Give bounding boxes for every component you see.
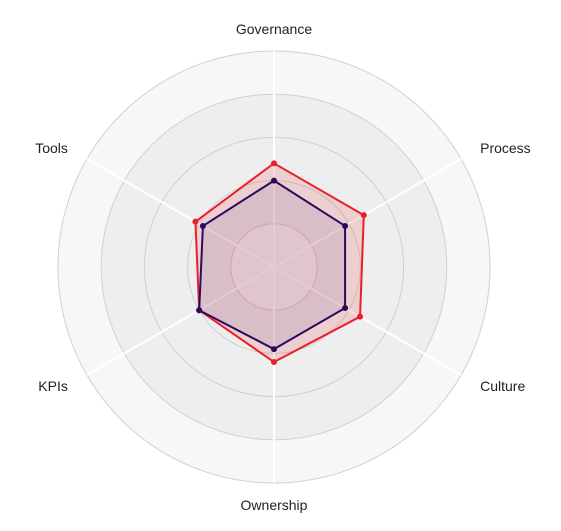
axis-label-governance: Governance [236,21,312,37]
axis-label-tools: Tools [35,140,68,156]
axis-label-process: Process [480,140,531,156]
axis-label-culture: Culture [480,378,525,394]
series-0-point-governance [271,160,277,167]
series-1-point-ownership [271,346,277,353]
series-1 [196,177,349,353]
radar-grid-spokes [86,51,462,483]
series-1-point-kpis [196,307,203,314]
series-0 [192,160,367,366]
series-0-point-ownership [271,359,277,366]
series-1-point-governance [271,177,277,184]
series-0-point-tools [192,218,199,225]
series-1-point-tools [199,222,206,229]
series-1-point-culture [342,305,349,312]
radar-axis-labels: Governance Process Culture Ownership KPIs Too… [35,21,530,513]
series-0-point-process [360,212,367,219]
series-0-point-culture [357,313,364,320]
radar-series-group [192,160,367,366]
grid-spoke-5 [86,158,275,268]
grid-spoke-1 [273,158,462,268]
axis-label-ownership: Ownership [241,497,308,513]
grid-spoke-4 [86,266,275,376]
series-1-point-process [342,222,349,229]
grid-spoke-2 [273,266,462,376]
axis-label-kpis: KPIs [38,378,68,394]
